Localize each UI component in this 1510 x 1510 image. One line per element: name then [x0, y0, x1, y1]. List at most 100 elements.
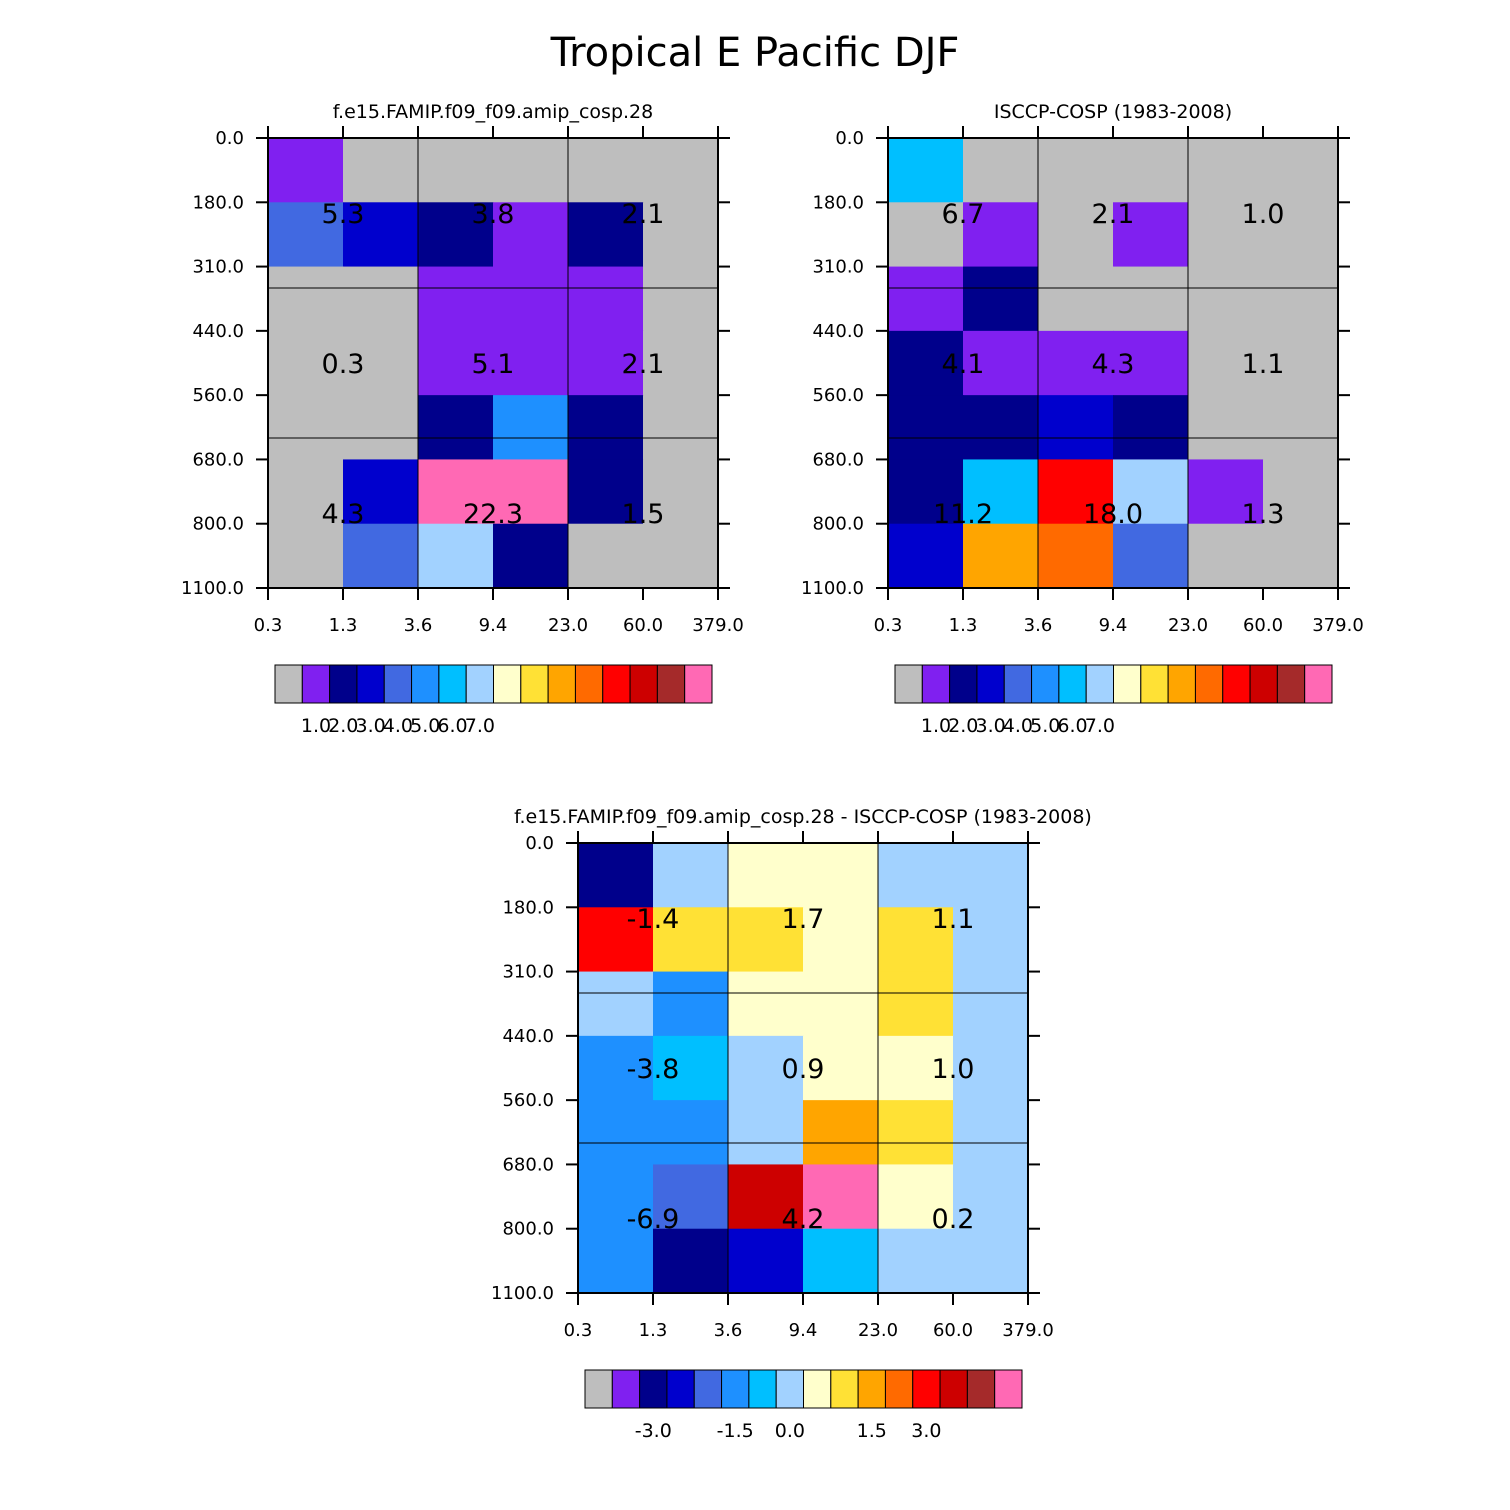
heatmap-cell	[1263, 266, 1339, 332]
heatmap-cell	[803, 1035, 879, 1101]
x-tick-label: 379.0	[1002, 1320, 1054, 1341]
colorbar-swatch	[684, 664, 713, 704]
colorbar-tick-label: 1.0	[921, 715, 951, 737]
colorbar-swatch	[611, 1369, 641, 1409]
x-tick-label: 23.0	[1168, 615, 1208, 636]
heatmap-cell	[953, 971, 1029, 1037]
heatmap-cell	[643, 138, 719, 203]
heatmap-cell	[1263, 523, 1339, 589]
box-value-label: 2.1	[622, 349, 665, 380]
heatmap-cell	[568, 395, 644, 461]
colorbar-tick-label: 1.5	[857, 1420, 887, 1442]
heatmap-cell	[268, 330, 344, 396]
heatmap-cell	[343, 266, 419, 332]
heatmap-cell	[878, 843, 954, 908]
heatmap-cell	[653, 907, 729, 973]
colorbar-swatch	[1167, 664, 1196, 704]
heatmap-cell	[803, 971, 879, 1037]
heatmap-cell	[953, 843, 1029, 908]
colorbar-tick-label: -1.5	[717, 1420, 754, 1442]
colorbar-tick-label: -3.0	[635, 1420, 672, 1442]
x-tick-label: 0.3	[254, 615, 283, 636]
colorbar-tick-label: 2.0	[948, 715, 978, 737]
heatmap-cell	[418, 523, 494, 589]
heatmap-cell	[1113, 523, 1189, 589]
colorbar: 1.02.03.04.05.06.07.0	[894, 664, 1333, 737]
heatmap-cell	[1038, 138, 1114, 203]
heatmap-cell	[728, 1035, 804, 1101]
colorbar-swatch	[1304, 664, 1333, 704]
heatmap-cell	[878, 907, 954, 973]
box-value-label: 1.0	[1242, 199, 1285, 230]
panel-title: f.e15.FAMIP.f09_f09.amip_cosp.28	[333, 101, 653, 123]
y-tick-label: 1100.0	[801, 578, 864, 599]
colorbar-swatch	[1085, 664, 1114, 704]
heatmap-cell	[568, 330, 644, 396]
colorbar-swatch	[912, 1369, 941, 1409]
heatmap-cell	[728, 1100, 804, 1166]
x-tick-label: 60.0	[1243, 615, 1283, 636]
colorbar-tick-label: 5.0	[1030, 715, 1060, 737]
colorbar-swatch	[748, 1369, 777, 1409]
heatmap-cell	[1113, 202, 1189, 268]
heatmap-cell	[803, 907, 879, 973]
heatmap-cell	[268, 395, 344, 461]
box-value-label: 5.1	[472, 349, 515, 380]
colorbar-swatch	[921, 664, 951, 704]
panel-title: f.e15.FAMIP.f09_f09.amip_cosp.28 - ISCCP…	[514, 806, 1092, 828]
x-tick-label: 379.0	[692, 615, 744, 636]
colorbar-swatch	[803, 1369, 832, 1409]
heatmap-cell	[418, 266, 494, 332]
x-tick-label: 3.6	[404, 615, 433, 636]
heatmap-cell	[888, 138, 964, 203]
heatmap-cell	[653, 1035, 729, 1101]
heatmap-cell	[1188, 459, 1264, 525]
x-tick-label: 3.6	[1024, 615, 1053, 636]
heatmap-cell	[963, 459, 1039, 525]
box-value-label: -6.9	[627, 1204, 680, 1235]
colorbar-swatch	[721, 1369, 750, 1409]
heatmap-cell	[953, 1035, 1029, 1101]
y-tick-label: 180.0	[192, 192, 244, 213]
heatmap-cell	[578, 1100, 654, 1166]
heatmap-cell	[878, 1228, 954, 1294]
heatmap-cell	[803, 1100, 879, 1166]
colorbar-tick-label: 5.0	[410, 715, 440, 737]
colorbar-swatch	[274, 664, 303, 704]
heatmap-cell	[953, 907, 1029, 973]
heatmap-cell	[643, 459, 719, 525]
colorbar-tick-label: 3.0	[911, 1420, 941, 1442]
y-tick-label: 0.0	[835, 128, 864, 149]
box-value-label: -1.4	[627, 904, 680, 935]
box-value-label: 1.0	[932, 1054, 975, 1085]
x-tick-label: 0.3	[874, 615, 903, 636]
x-tick-label: 1.3	[639, 1320, 668, 1341]
x-tick-label: 9.4	[479, 615, 508, 636]
heatmap-cell	[568, 202, 644, 268]
heatmap-cell	[878, 1035, 954, 1101]
heatmap-cell	[578, 907, 654, 973]
heatmap-cell	[568, 138, 644, 203]
box-value-label: -3.8	[627, 1054, 680, 1085]
heatmap-cell	[888, 330, 964, 396]
colorbar-swatch	[949, 664, 978, 704]
colorbar-swatch	[1031, 664, 1060, 704]
colorbar-swatch	[939, 1369, 968, 1409]
heatmap-cell	[493, 330, 569, 396]
heatmap-cell	[1113, 138, 1189, 203]
box-value-label: 0.2	[932, 1204, 975, 1235]
heatmap-cell	[1188, 523, 1264, 589]
x-tick-label: 9.4	[789, 1320, 818, 1341]
heatmap-cell	[878, 1100, 954, 1166]
heatmap-cell	[568, 266, 644, 332]
colorbar-tick-label: 7.0	[1085, 715, 1115, 737]
x-tick-label: 60.0	[933, 1320, 973, 1341]
colorbar-swatch	[602, 664, 631, 704]
x-tick-label: 23.0	[858, 1320, 898, 1341]
x-tick-label: 23.0	[548, 615, 588, 636]
colorbar-swatch	[894, 664, 923, 704]
colorbar-swatch	[1222, 664, 1251, 704]
x-tick-label: 60.0	[623, 615, 663, 636]
colorbar-swatch	[465, 664, 494, 704]
colorbar-swatch	[1140, 664, 1169, 704]
